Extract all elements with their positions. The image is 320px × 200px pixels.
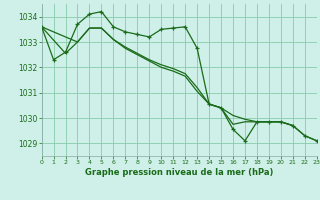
X-axis label: Graphe pression niveau de la mer (hPa): Graphe pression niveau de la mer (hPa) bbox=[85, 168, 273, 177]
